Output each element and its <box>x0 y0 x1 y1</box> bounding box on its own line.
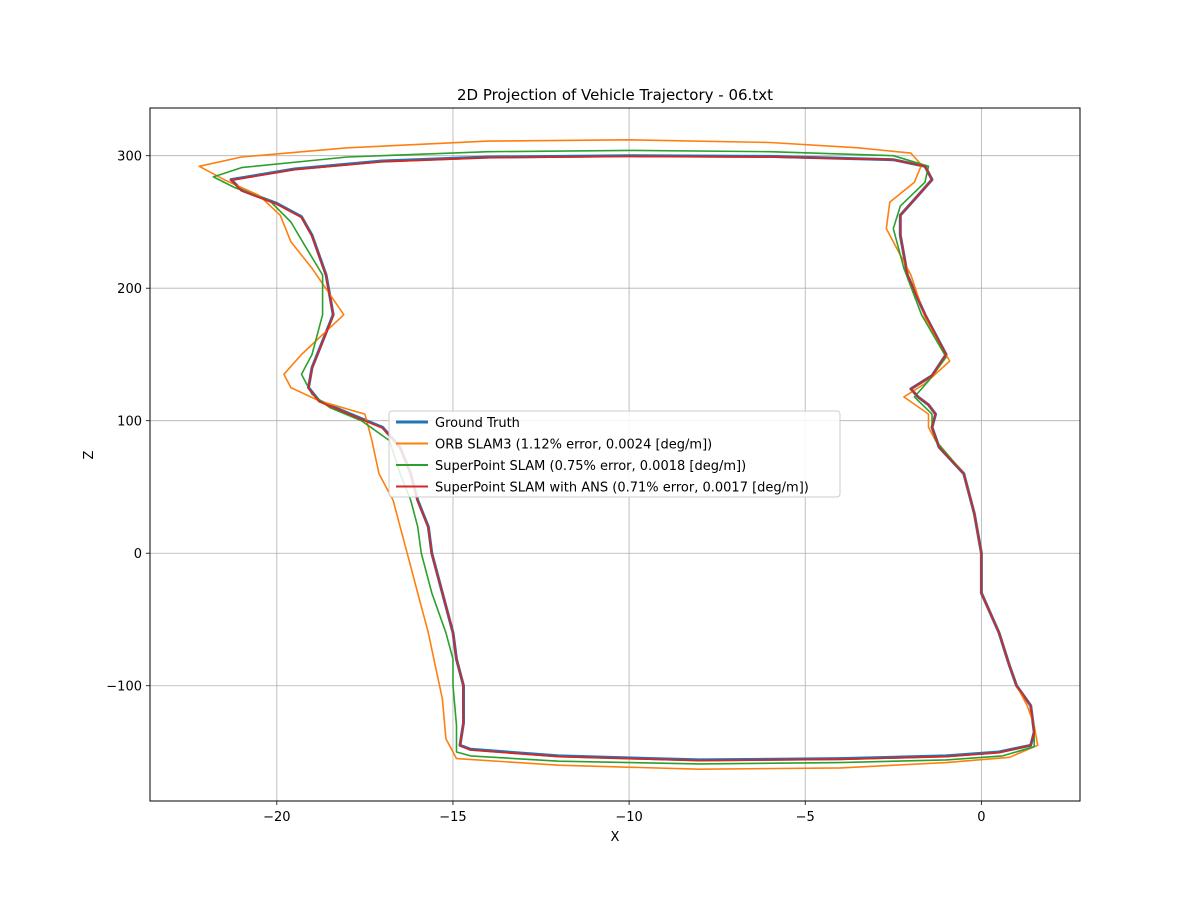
y-tick-label: 300 <box>117 150 142 165</box>
x-tick-label: −15 <box>439 810 466 825</box>
y-tick-label: 200 <box>117 282 142 297</box>
legend-entry: Ground Truth <box>435 416 520 431</box>
y-tick-label: −100 <box>106 680 142 695</box>
x-axis-label: X <box>611 830 620 845</box>
series-line-4 <box>230 155 1036 762</box>
legend-entry: SuperPoint SLAM (0.75% error, 0.0018 [de… <box>435 459 746 474</box>
series-line-2 <box>198 139 1039 770</box>
series-line-3 <box>212 149 1035 765</box>
legend: Ground Truth ORB SLAM3 (1.12% error, 0.00… <box>388 410 841 498</box>
x-tick-label: −5 <box>796 810 815 825</box>
x-axis-ticks: −20 −15 −10 −5 0 <box>263 801 986 825</box>
y-axis-ticks: −100 0 100 200 300 <box>106 150 150 695</box>
x-tick-label: −10 <box>615 810 642 825</box>
series-lines <box>198 139 1039 770</box>
legend-entry: SuperPoint SLAM with ANS (0.71% error, 0… <box>435 481 809 496</box>
legend-box <box>388 410 841 498</box>
legend-entry: ORB SLAM3 (1.12% error, 0.0024 [deg/m]) <box>435 438 712 453</box>
chart-title: 2D Projection of Vehicle Trajectory - 06… <box>457 86 773 104</box>
y-tick-label: 0 <box>134 547 142 562</box>
y-axis-label: Z <box>82 450 97 459</box>
x-tick-label: 0 <box>977 810 985 825</box>
plot-frame <box>149 107 1081 802</box>
y-tick-label: 100 <box>117 415 142 430</box>
x-tick-label: −20 <box>263 810 290 825</box>
